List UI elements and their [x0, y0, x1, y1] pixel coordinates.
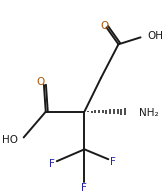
Text: NH₂: NH₂	[139, 108, 158, 118]
Text: O: O	[101, 21, 109, 31]
Text: F: F	[49, 159, 55, 169]
Text: OH: OH	[147, 31, 163, 41]
Text: HO: HO	[2, 135, 18, 145]
Text: O: O	[36, 77, 44, 87]
Text: F: F	[82, 183, 87, 193]
Text: F: F	[110, 157, 116, 167]
